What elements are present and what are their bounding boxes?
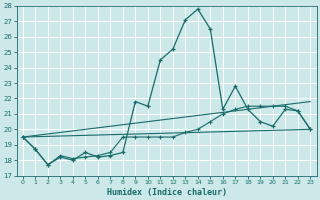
X-axis label: Humidex (Indice chaleur): Humidex (Indice chaleur) [107,188,227,197]
